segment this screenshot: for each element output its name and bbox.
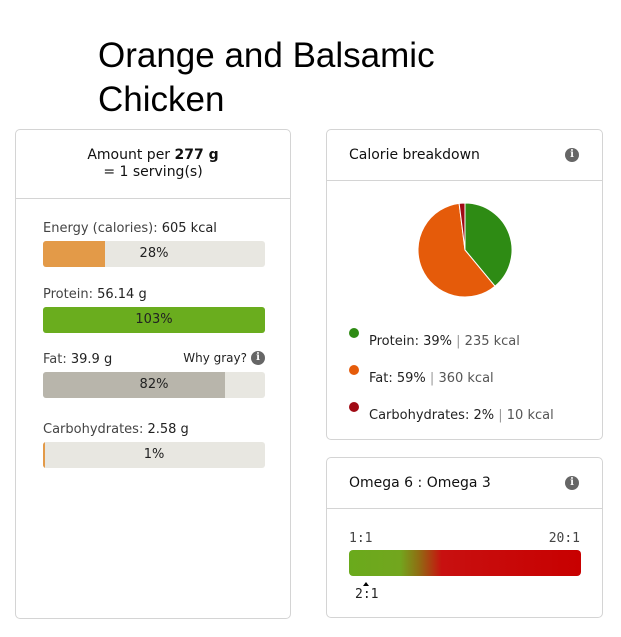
omega-max-label: 20:1: [548, 531, 580, 546]
legend-name: Carbohydrates:: [369, 408, 470, 423]
amount-prefix: Amount per: [87, 147, 171, 163]
nutrient-protein: Protein: 56.14 g 103%: [43, 286, 265, 333]
nutrition-summary-card: Amount per 277 g = 1 serving(s) Energy (…: [15, 129, 291, 619]
nutrient-label: Fat:: [43, 352, 67, 367]
legend-kcal: 10 kcal: [506, 408, 554, 423]
pie-slice-fat: [417, 202, 496, 298]
legend-dot: [349, 328, 359, 338]
legend-dot: [349, 402, 359, 412]
legend-separator: |: [498, 408, 503, 423]
nutrient-bar-fill: [43, 442, 46, 468]
nutrient-label: Protein:: [43, 287, 93, 302]
nutrient-percent: 28%: [139, 246, 169, 261]
serving-line: = 1 serving(s): [103, 164, 203, 180]
legend-kcal: 235 kcal: [464, 334, 520, 349]
nutrient-bar: 103%: [43, 307, 265, 333]
nutrient-value: 605 kcal: [161, 221, 217, 236]
legend-separator: |: [429, 371, 435, 386]
legend-dot: [349, 365, 359, 375]
nutrient-value: 39.9 g: [70, 352, 113, 367]
legend-name: Protein:: [369, 334, 419, 349]
nutrient-bar-fill: [43, 241, 106, 267]
omega-ratio-card: Omega 6 : Omega 3 i 1:1 20:1 2:1: [326, 457, 603, 618]
legend-separator: |: [456, 334, 461, 349]
nutrient-percent: 103%: [135, 312, 173, 327]
nutrient-percent: 82%: [139, 377, 169, 392]
nutrient-bar-fill: [43, 307, 265, 333]
omega-header: Omega 6 : Omega 3 i: [327, 458, 602, 509]
legend-percent: 39%: [423, 334, 452, 349]
legend-kcal: 360 kcal: [438, 371, 494, 386]
calorie-pie-chart: [417, 202, 513, 298]
omega-title: Omega 6 : Omega 3: [349, 475, 491, 491]
nutrient-bar: 28%: [43, 241, 265, 267]
legend-percent: 59%: [396, 371, 426, 386]
info-icon[interactable]: i: [565, 476, 579, 490]
why-gray-label[interactable]: Why gray?: [183, 351, 247, 365]
nutrient-bar: 82%: [43, 372, 265, 398]
calorie-breakdown-header: Calorie breakdown i: [327, 130, 602, 181]
omega-marker-icon: [363, 582, 369, 586]
omega-value-label: 2:1: [355, 587, 379, 602]
nutrient-value: 2.58 g: [147, 422, 189, 437]
nutrient-carbohydrates: Carbohydrates: 2.58 g 1%: [43, 421, 265, 468]
nutrient-label: Energy (calories):: [43, 221, 158, 236]
nutrient-fat: Fat: 39.9 g Why gray? i 82%: [43, 351, 265, 398]
nutrient-percent: 1%: [143, 447, 165, 462]
pie-slice-carbohydrates: [458, 202, 466, 251]
pie-slice-protein: [464, 202, 513, 287]
nutrient-bar-fill: [43, 372, 226, 398]
amount-header: Amount per 277 g = 1 serving(s): [16, 130, 290, 199]
nutrient-label: Carbohydrates:: [43, 422, 144, 437]
legend-name: Fat:: [369, 371, 393, 386]
why-gray-link[interactable]: Why gray? i: [183, 349, 265, 367]
omega-ratio-bar: [349, 550, 581, 576]
omega-min-label: 1:1: [349, 531, 373, 546]
calorie-breakdown-title: Calorie breakdown: [349, 147, 480, 163]
page-title: Orange and Balsamic Chicken: [98, 36, 435, 119]
amount-per-line: Amount per 277 g: [87, 147, 218, 164]
nutrient-value: 56.14 g: [97, 287, 147, 302]
nutrient-bar: 1%: [43, 442, 265, 468]
info-icon[interactable]: i: [565, 148, 579, 162]
nutrient-energy: Energy (calories): 605 kcal 28%: [43, 220, 265, 267]
amount-weight: 277 g: [174, 147, 219, 163]
legend-percent: 2%: [473, 408, 495, 423]
info-icon[interactable]: i: [251, 351, 265, 365]
calorie-breakdown-card: Calorie breakdown i Protein: 39% | 235 k…: [326, 129, 603, 440]
